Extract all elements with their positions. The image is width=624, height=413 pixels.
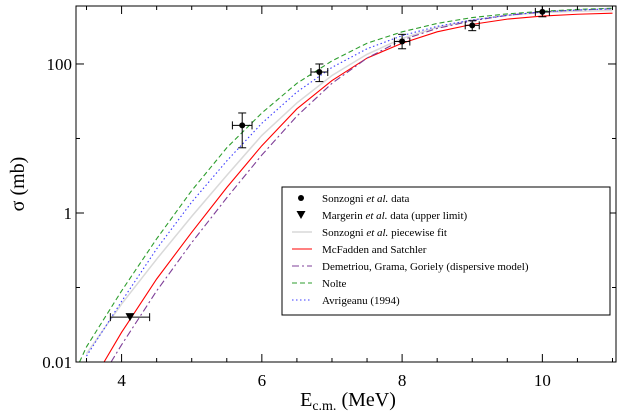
legend-item: McFadden and Satchler [292,244,427,256]
legend-label-part: data (upper limit) [387,210,467,222]
fit-curves-layer [79,7,613,362]
legend: Sonzogni et al. data Margerin et al. data… [281,186,611,316]
y-tick-label: 0.01 [42,353,72,372]
data-point-triangle [125,313,135,322]
legend-item: Sonzogni et al. piecewise fit [292,227,447,239]
series-line-nolte [79,7,613,362]
legend-label-italic: et al. [365,210,387,222]
y-tick-label: 1 [64,204,73,223]
x-tick-label: 4 [117,371,126,390]
series-line-mcfadden-and-satchler [103,12,613,362]
legend-box [281,186,611,316]
x-axis: 4 6 8 10 [86,6,613,390]
data-point-circle [316,69,323,76]
legend-item: Demetriou, Grama, Goriely (dispersive mo… [292,261,529,273]
series-line-avrigeanu-1994 [86,8,613,357]
x-tick-label: 10 [534,371,551,390]
x-tick-label: 6 [258,371,267,390]
legend-label-part: piecewise fit [388,227,447,239]
legend-label: McFadden and Satchler [322,244,427,256]
x-tick-label: 8 [398,371,407,390]
data-point-circle [239,122,246,129]
data-point-circle [399,38,406,45]
legend-marker-circle [298,195,304,201]
series-line-demetriou-grama-goriely-dispersive-model [110,8,613,362]
legend-item: Avrigeanu (1994) [292,295,400,307]
x-axis-label-unit: (MeV) [336,389,395,411]
legend-label: Demetriou, Grama, Goriely (dispersive mo… [322,261,529,273]
x-axis-label: Ec.m. (MeV) [300,389,396,413]
legend-item: Nolte [292,278,347,290]
y-axis-label: σ (mb) [7,157,29,212]
legend-label-italic: et al. [366,193,388,205]
legend-label: Sonzogni et al. piecewise fit [322,227,447,239]
legend-label-part: Sonzogni [322,227,366,239]
legend-label: Avrigeanu (1994) [322,295,400,307]
x-axis-label-main: E [300,389,312,411]
legend-label: Sonzogni et al. data [322,193,410,205]
plot-frame [75,5,617,363]
legend-label-italic: et al. [366,227,388,239]
legend-label-part: data [388,193,409,205]
legend-item: Margerin et al. data (upper limit) [296,210,468,222]
legend-item: Sonzogni et al. data [298,193,410,205]
legend-label-part: Sonzogni [322,193,366,205]
legend-label-part: Margerin [322,210,365,222]
y-tick-label: 100 [47,55,73,74]
x-axis-label-sub: c.m. [312,399,336,413]
legend-label: Nolte [322,278,347,290]
data-point-circle [469,22,476,29]
legend-marker-triangle [296,211,306,219]
legend-label: Margerin et al. data (upper limit) [322,210,468,222]
y-axis: 0.01 1 100 [42,55,616,372]
